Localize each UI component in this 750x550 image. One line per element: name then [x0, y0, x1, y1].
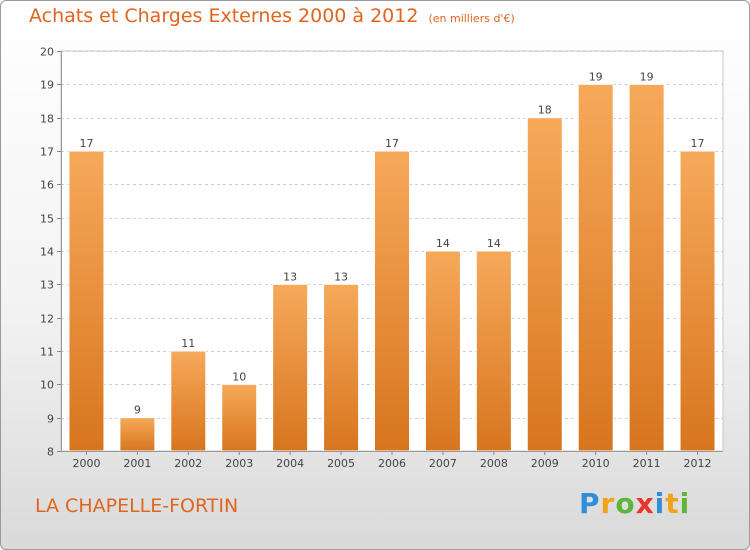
- x-tick-label: 2007: [429, 457, 457, 470]
- bar: [119, 417, 156, 452]
- logo-letter: P: [579, 487, 601, 520]
- logo-letter: i: [679, 487, 691, 520]
- bar: [170, 350, 207, 452]
- x-tick-label: 2008: [480, 457, 508, 470]
- bar: [577, 83, 614, 452]
- bar-value-label: 11: [181, 337, 195, 350]
- x-tick-label: 2010: [582, 457, 610, 470]
- commune-name: LA CHAPELLE-FORTIN: [35, 495, 239, 517]
- y-tick-label: 14: [40, 246, 54, 259]
- logo-letter: x: [635, 487, 655, 520]
- x-tick-label: 2011: [633, 457, 661, 470]
- bar-value-label: 19: [589, 70, 603, 83]
- bar: [221, 383, 258, 452]
- bar: [374, 150, 410, 452]
- bar-value-label: 17: [79, 137, 93, 150]
- x-tick-label: 2002: [174, 457, 202, 470]
- bar-value-label: 17: [691, 137, 705, 150]
- y-tick-label: 15: [40, 213, 54, 226]
- bar: [424, 250, 461, 452]
- chart-title: Achats et Charges Externes 2000 à 2012 (e…: [29, 5, 515, 27]
- y-tick-label: 19: [40, 79, 54, 92]
- x-tick-label: 2009: [531, 457, 559, 470]
- bar: [475, 250, 512, 452]
- bar-value-label: 17: [385, 137, 399, 150]
- y-tick-label: 17: [40, 146, 54, 159]
- x-tick-label: 2012: [684, 457, 712, 470]
- logo-letter: o: [615, 487, 636, 520]
- x-tick-label: 2003: [225, 457, 253, 470]
- bar: [679, 150, 716, 452]
- bar-value-label: 14: [487, 237, 501, 250]
- logo-letter: r: [600, 487, 616, 520]
- x-tick-label: 2001: [123, 457, 151, 470]
- y-tick-label: 18: [40, 113, 54, 126]
- bar: [323, 283, 360, 452]
- y-tick-label: 9: [47, 413, 54, 426]
- x-tick-label: 2000: [72, 457, 100, 470]
- bar: [272, 283, 309, 452]
- bar-value-label: 13: [283, 270, 297, 283]
- logo-letter: t: [665, 487, 680, 520]
- bar-value-label: 14: [436, 237, 450, 250]
- y-tick-label: 10: [40, 379, 54, 392]
- bar-value-label: 19: [640, 70, 654, 83]
- bar-value-label: 9: [134, 404, 141, 417]
- chart-title-text: Achats et Charges Externes 2000 à 2012: [29, 5, 419, 27]
- y-tick-label: 13: [40, 279, 54, 292]
- x-tick-label: 2005: [327, 457, 355, 470]
- bar-value-label: 10: [232, 370, 246, 383]
- x-tick-label: 2004: [276, 457, 304, 470]
- bar-value-label: 18: [538, 104, 552, 117]
- proxiti-logo: Proxiti: [579, 487, 690, 520]
- logo-letter: i: [654, 487, 666, 520]
- chart-unit: (en milliers d'€): [428, 12, 515, 25]
- y-tick-label: 16: [40, 179, 54, 192]
- bar: [68, 150, 105, 452]
- y-tick-label: 11: [40, 346, 54, 359]
- y-tick-label: 8: [47, 446, 54, 459]
- bar: [628, 83, 665, 452]
- x-tick-label: 2006: [378, 457, 406, 470]
- y-tick-label: 12: [40, 313, 54, 326]
- bar-value-label: 13: [334, 270, 348, 283]
- y-tick-label: 20: [40, 46, 54, 59]
- bar: [526, 117, 563, 452]
